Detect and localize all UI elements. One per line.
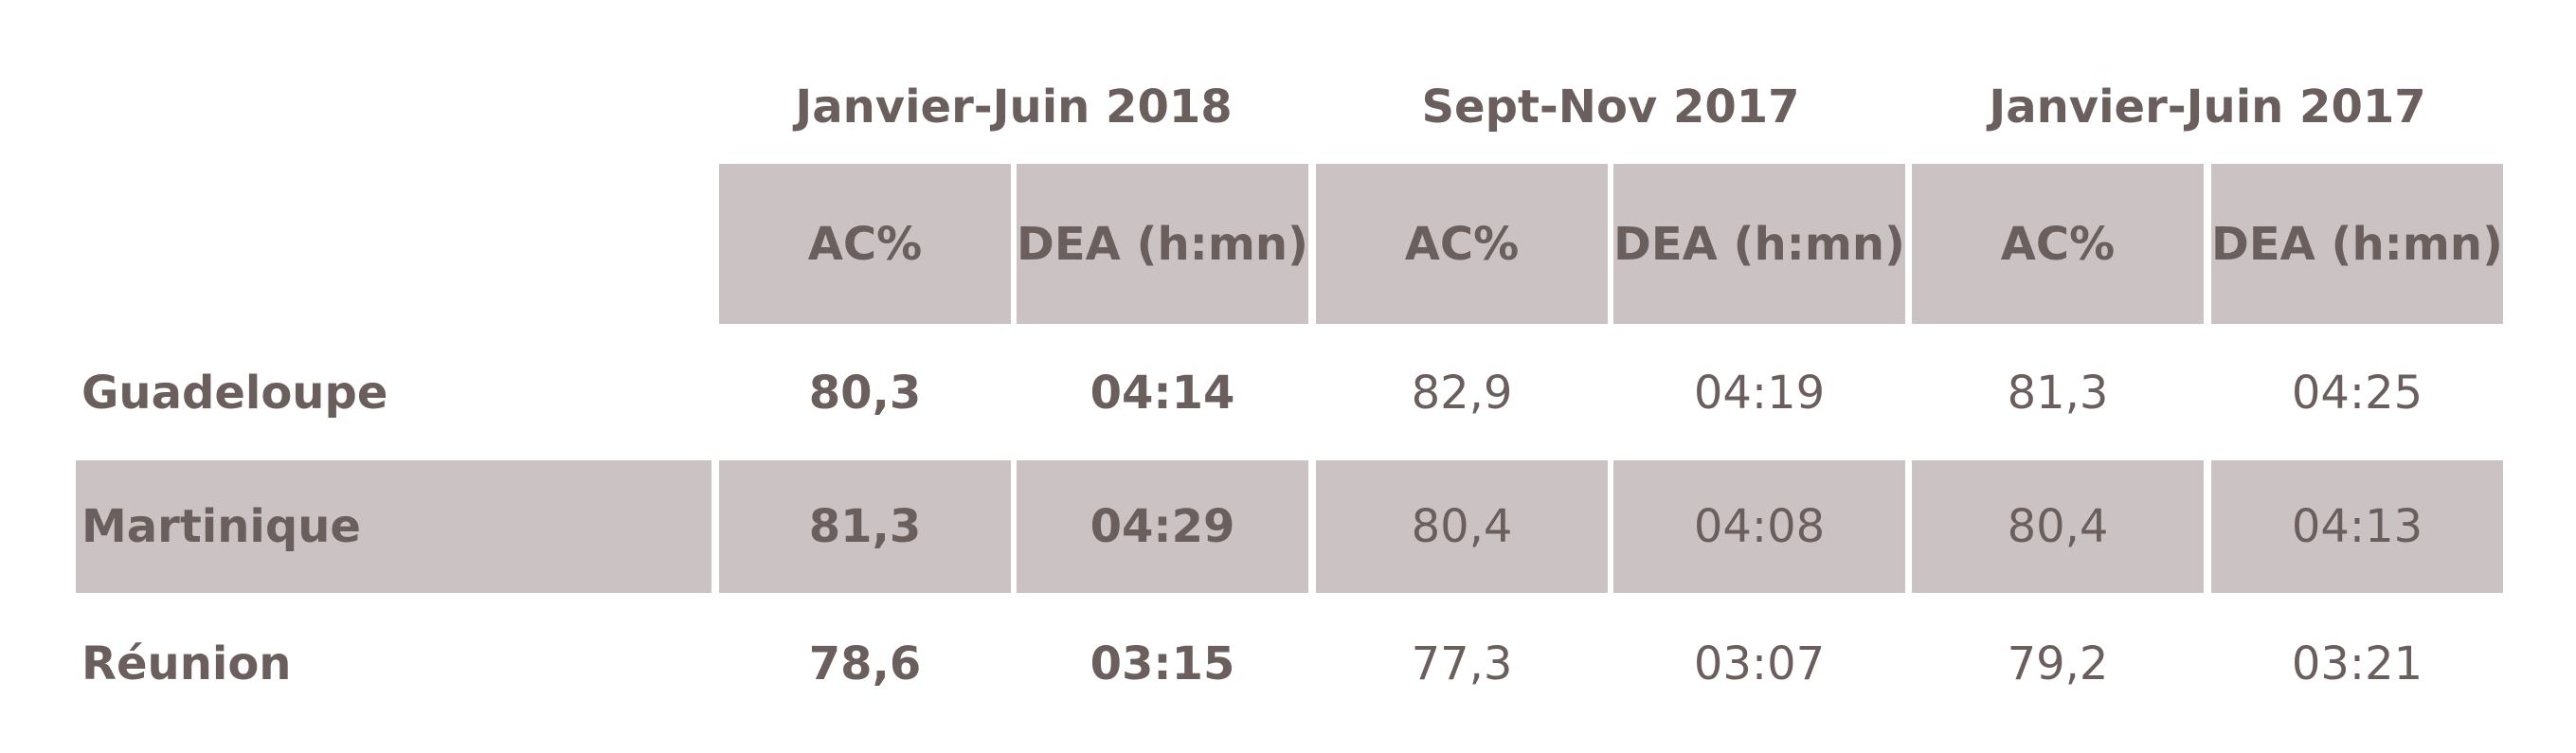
cell: 81,3 bbox=[719, 460, 1011, 593]
cell: 04:14 bbox=[1090, 366, 1235, 420]
cell: 80,4 bbox=[1912, 460, 2204, 593]
cell: 81,3 bbox=[2007, 366, 2109, 420]
cell: 80,4 bbox=[1316, 460, 1608, 593]
group-header: Sept-Nov 2017 bbox=[1421, 81, 1800, 134]
cell: 03:15 bbox=[1090, 637, 1235, 690]
row-label: Martinique bbox=[76, 460, 712, 593]
column-header: AC% bbox=[719, 164, 1011, 324]
column-header: DEA (h:mn) bbox=[1017, 164, 1308, 324]
cell: 03:21 bbox=[2291, 637, 2423, 690]
cell: 78,6 bbox=[808, 637, 922, 690]
cell: 82,9 bbox=[1411, 366, 1513, 420]
column-header: DEA (h:mn) bbox=[1613, 164, 1905, 324]
cell: 03:07 bbox=[1693, 637, 1826, 690]
column-header: AC% bbox=[1912, 164, 2204, 324]
group-header: Janvier-Juin 2017 bbox=[1989, 81, 2426, 134]
cell: 80,3 bbox=[808, 366, 922, 420]
column-header: DEA (h:mn) bbox=[2211, 164, 2503, 324]
cell: 04:13 bbox=[2211, 460, 2503, 593]
cell: 79,2 bbox=[2007, 637, 2109, 690]
cell: 77,3 bbox=[1411, 637, 1513, 690]
cell: 04:19 bbox=[1693, 366, 1826, 420]
cell: 04:25 bbox=[2291, 366, 2423, 420]
row-label: Guadeloupe bbox=[81, 366, 388, 420]
column-header: AC% bbox=[1316, 164, 1608, 324]
cell: 04:08 bbox=[1613, 460, 1905, 593]
row-label: Réunion bbox=[81, 637, 292, 690]
cell: 04:29 bbox=[1017, 460, 1308, 593]
group-header: Janvier-Juin 2018 bbox=[795, 81, 1233, 134]
